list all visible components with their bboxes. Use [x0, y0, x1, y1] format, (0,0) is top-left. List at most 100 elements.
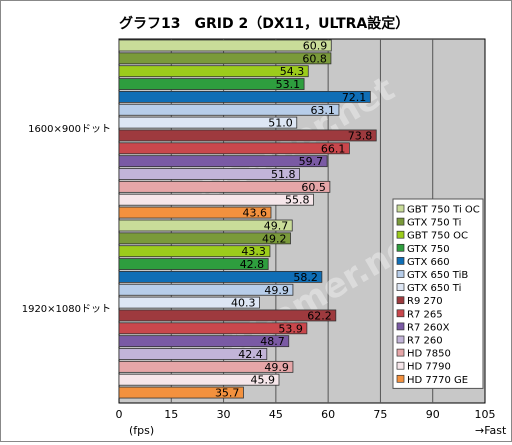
legend-entry: GTX 750: [407, 244, 450, 255]
bar-value-label: 49.9: [264, 361, 289, 374]
legend-entry: GTX 750 Ti: [407, 218, 461, 229]
bar-value-label: 66.1: [321, 142, 346, 155]
bar: [118, 373, 280, 386]
legend-entry: R7 260X: [407, 322, 450, 333]
bar-value-label: 42.8: [240, 258, 265, 271]
bar: [118, 39, 332, 52]
bar: [118, 360, 294, 373]
fast-label: →Fast: [475, 424, 507, 437]
bar: [118, 245, 271, 258]
category-label: 1600×900ドット: [28, 124, 111, 135]
legend-entry: GBT 750 Ti OC: [407, 205, 480, 216]
legend-swatch: [396, 374, 405, 383]
legend-entry: GBT 750 OC: [407, 231, 468, 242]
bar: [118, 232, 291, 245]
bar: [118, 155, 328, 168]
legend-entry: GTX 650 TiB: [407, 270, 468, 281]
x-tick-label: 15: [164, 408, 178, 421]
bar: [118, 129, 377, 142]
bar: [118, 348, 268, 360]
bar: [118, 206, 272, 219]
bar-value-label: 59.7: [299, 155, 324, 168]
bar: [118, 296, 260, 309]
legend-entry: R7 260: [407, 336, 443, 347]
legend-entry: R7 265: [407, 309, 443, 320]
legend-swatch: [396, 335, 405, 344]
bar: [118, 335, 290, 348]
bar: [118, 309, 337, 322]
bar: [118, 168, 300, 180]
bar-value-label: 51.8: [271, 168, 296, 181]
bar: [118, 322, 308, 335]
bar: [118, 142, 350, 155]
x-tick-label: 45: [269, 408, 283, 421]
legend-swatch: [396, 243, 405, 252]
bar: [118, 219, 293, 232]
legend-entry: HD 7770 GE: [407, 375, 468, 386]
bar-value-label: 60.8: [302, 52, 327, 65]
bar-value-label: 62.2: [307, 309, 332, 322]
x-tick-label: 105: [475, 408, 496, 421]
bar-value-label: 45.9: [250, 374, 275, 387]
chart-title: グラフ13 GRID 2（DX11，ULTRA設定）: [119, 15, 409, 32]
category-labels: 1600×900ドット 1920×1080ドット: [22, 124, 111, 315]
legend-swatch: [396, 296, 405, 305]
bar-value-label: 43.3: [241, 245, 266, 258]
bar: [118, 103, 340, 116]
bar-value-label: 73.8: [348, 129, 373, 142]
bar: [118, 283, 294, 296]
bar-value-label: 49.9: [264, 284, 289, 297]
legend-entry: GTX 660: [407, 257, 450, 268]
bar: [118, 386, 244, 399]
bar-value-label: 42.4: [238, 348, 263, 361]
legend-entry: GTX 650 Ti: [407, 283, 461, 294]
bar: [118, 116, 298, 129]
bar-value-label: 35.7: [215, 387, 240, 400]
bar-value-label: 49.2: [262, 232, 287, 245]
bar: [118, 78, 305, 90]
x-axis: 0 15 30 45 60 75 90 105: [116, 408, 496, 421]
bar: [118, 52, 332, 65]
bar-value-label: 60.9: [303, 40, 328, 53]
bar-value-label: 51.0: [268, 117, 293, 130]
legend-swatch: [396, 257, 405, 265]
bar-value-label: 58.2: [293, 271, 318, 284]
legend-swatch: [396, 361, 405, 370]
bar: [118, 91, 371, 103]
bar-value-label: 54.3: [280, 65, 305, 78]
bar: [118, 258, 269, 270]
legend-entry: R9 270: [407, 296, 443, 307]
legend-swatch: [396, 322, 405, 331]
bar-value-label: 63.1: [310, 104, 335, 117]
legend-swatch: [396, 230, 405, 239]
legend-box: [392, 198, 484, 389]
legend-swatch: [396, 217, 405, 226]
bar-value-label: 55.8: [285, 194, 310, 207]
bar: [118, 270, 323, 283]
category-label: 1920×1080ドット: [22, 304, 111, 315]
bars: 60.960.854.353.1 72.1 63.1 51.0 73.866.159.7…: [118, 39, 377, 400]
x-tick-label: 0: [116, 408, 123, 421]
legend-swatch: [396, 283, 405, 291]
bar-value-label: 60.5: [301, 181, 326, 194]
bar-value-label: 53.1: [276, 78, 301, 91]
bar-value-label: 40.3: [231, 297, 256, 310]
legend-swatch: [396, 204, 405, 213]
x-tick-label: 90: [426, 408, 440, 421]
bar-value-label: 49.7: [264, 220, 289, 233]
x-tick-label: 75: [373, 408, 387, 421]
x-tick-label: 60: [321, 408, 335, 421]
x-tick-label: 30: [217, 408, 231, 421]
bar-value-label: 53.9: [278, 322, 303, 335]
legend: GBT 750 Ti OC GTX 750 Ti GBT 750 OC GTX 750…: [392, 198, 484, 389]
legend-entry: HD 7790: [407, 362, 451, 373]
legend-swatch: [396, 270, 405, 278]
bar-value-label: 48.7: [260, 335, 285, 348]
bar: [118, 180, 331, 193]
bar-value-label: 43.6: [242, 207, 267, 220]
bar: [118, 65, 309, 78]
bar-value-label: 72.1: [342, 91, 367, 104]
x-axis-label: (fps): [129, 424, 154, 437]
